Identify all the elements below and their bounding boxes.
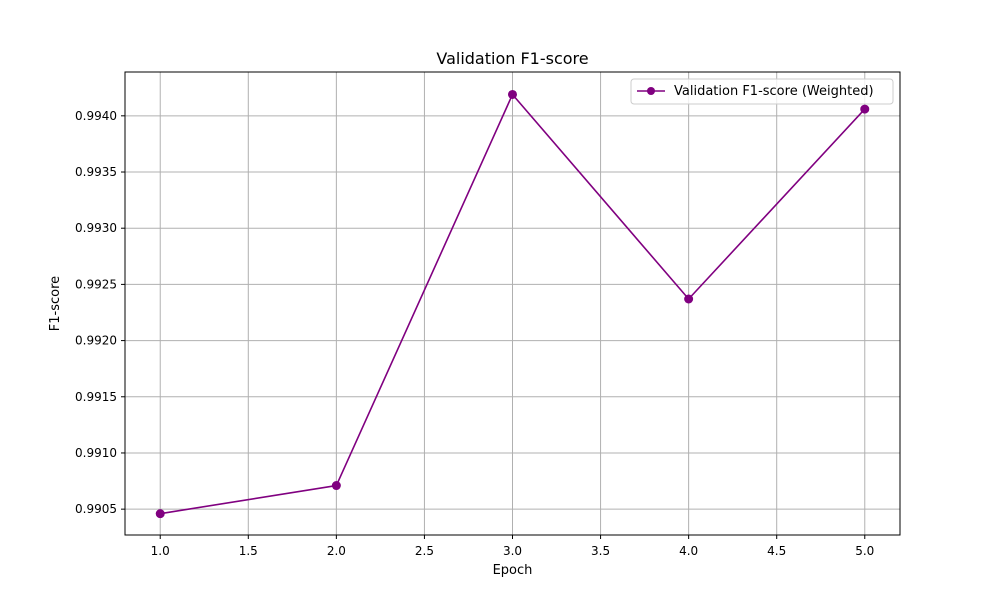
y-axis-label: F1-score	[48, 276, 63, 331]
y-tick-label: 0.9910	[75, 446, 117, 460]
series-layer	[155, 89, 870, 519]
legend-box	[630, 78, 894, 105]
y-tick-label: 0.9940	[75, 109, 117, 123]
y-tick-label: 0.9925	[75, 277, 117, 291]
x-tick-label: 1.0	[151, 544, 170, 558]
x-tick-label: 2.0	[327, 544, 346, 558]
x-tick-label: 2.5	[415, 544, 434, 558]
ticks: 1.0 1.5 2.0 2.5 3.0 3.5 4.0 4.5 5.0 0.9905 0.9910 0…	[75, 109, 874, 558]
x-tick-label: 1.5	[239, 544, 258, 558]
y-tick-label: 0.9915	[75, 390, 117, 404]
chart-title: Validation F1-score	[436, 49, 588, 68]
x-tick-label: 5.0	[855, 544, 874, 558]
data-point-marker	[155, 509, 165, 519]
x-tick-label: 3.0	[503, 544, 522, 558]
y-tick-label: 0.9935	[75, 165, 117, 179]
y-tick-label: 0.9930	[75, 221, 117, 235]
data-point-marker	[331, 481, 341, 491]
legend: Validation F1-score (Weighted)	[630, 78, 894, 105]
x-axis-label: Epoch	[493, 563, 533, 578]
x-tick-label: 4.5	[767, 544, 786, 558]
x-tick-label: 4.0	[679, 544, 698, 558]
legend-label: Validation F1-score (Weighted)	[674, 84, 874, 99]
x-tick-label: 3.5	[591, 544, 610, 558]
legend-marker-swatch	[647, 87, 655, 95]
y-tick-label: 0.9920	[75, 334, 117, 348]
grid	[125, 72, 900, 535]
data-point-marker	[860, 104, 870, 114]
data-point-marker	[508, 89, 517, 99]
data-point-marker	[684, 294, 694, 304]
y-tick-label: 0.9905	[75, 502, 117, 516]
